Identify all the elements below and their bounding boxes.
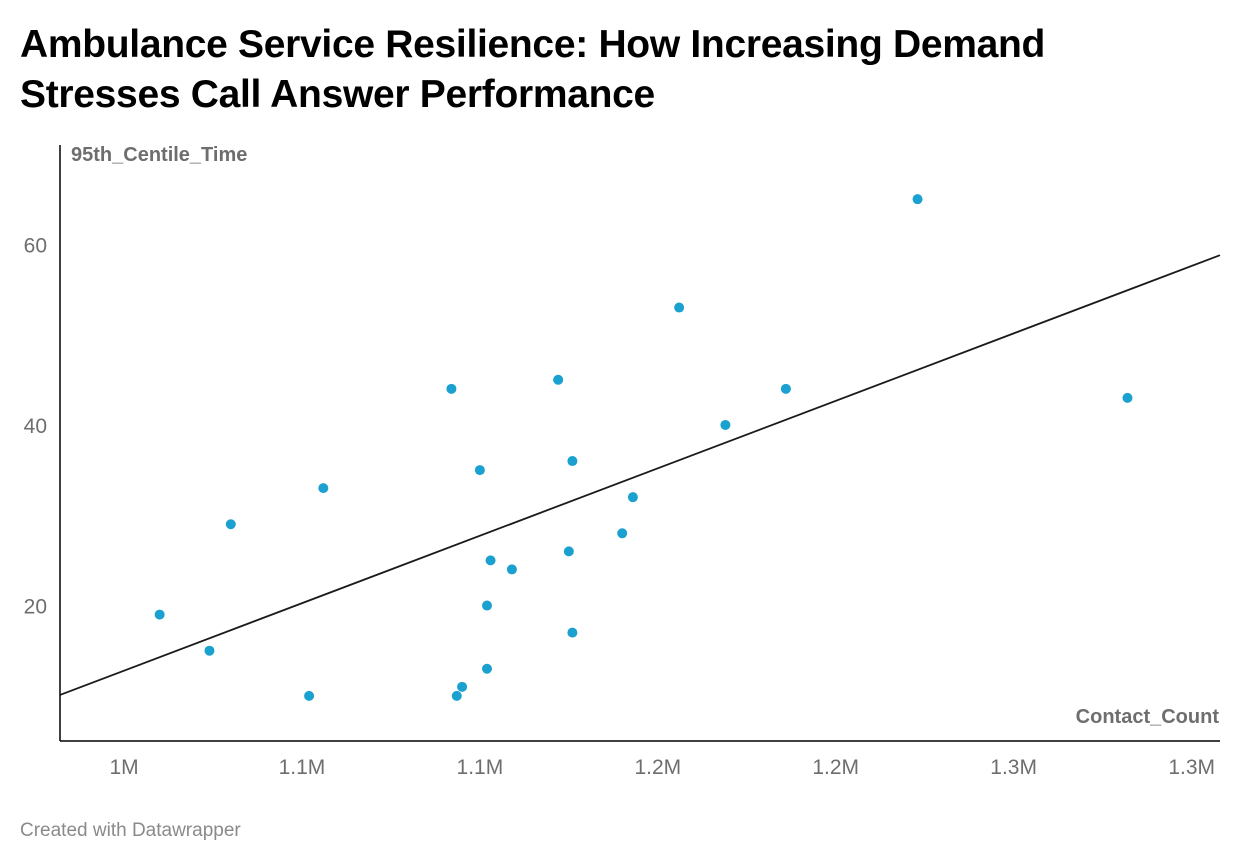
chart-title: Ambulance Service Resilience: How Increa… — [20, 23, 1046, 116]
scatter-point — [617, 528, 628, 539]
scatter-point — [481, 663, 492, 674]
scatter-point — [204, 645, 215, 656]
x-tick-label: 1.3M — [1168, 756, 1215, 779]
x-tick-label: 1M — [109, 756, 138, 779]
scatter-point — [154, 609, 165, 620]
scatter-point — [451, 690, 462, 701]
scatter-point — [481, 600, 492, 611]
scatter-point — [474, 465, 485, 476]
scatter-point — [225, 519, 236, 530]
scatter-point — [674, 302, 685, 313]
scatter-point — [567, 456, 578, 467]
scatter-point — [567, 627, 578, 638]
scatter-point — [457, 681, 468, 692]
trendline-layer — [59, 254, 1221, 696]
y-tick-label: 20 — [24, 596, 47, 619]
credit-footer: Created with Datawrapper — [20, 820, 241, 841]
scatter-point — [627, 492, 638, 503]
y-tick-label: 40 — [24, 415, 47, 438]
scatter-point — [780, 383, 791, 394]
y-tick-label: 60 — [24, 234, 47, 257]
scatter-point — [304, 690, 315, 701]
scatter-point — [446, 383, 457, 394]
scatter-point — [720, 419, 731, 430]
x-tick-label: 1.2M — [634, 756, 681, 779]
y-axis-title: 95th_Centile_Time — [71, 144, 247, 166]
scatter-point — [563, 546, 574, 557]
scatter-point — [318, 483, 329, 494]
x-tick-labels: 1M 1.1M 1.1M 1.2M 1.2M 1.3M 1.3M — [109, 756, 1215, 779]
scatter-point — [506, 564, 517, 575]
scatter-point — [912, 194, 923, 205]
x-tick-label: 1.1M — [457, 756, 504, 779]
y-tick-labels: 20 40 60 — [24, 234, 47, 618]
trendline — [59, 254, 1221, 696]
x-tick-label: 1.1M — [279, 756, 326, 779]
points-layer — [154, 194, 1133, 701]
scatter-point — [1122, 392, 1133, 403]
x-tick-label: 1.3M — [990, 756, 1037, 779]
x-tick-label: 1.2M — [812, 756, 859, 779]
x-axis-title: Contact_Count — [1076, 706, 1220, 728]
scatter-point — [485, 555, 496, 566]
scatter-point — [553, 374, 564, 385]
